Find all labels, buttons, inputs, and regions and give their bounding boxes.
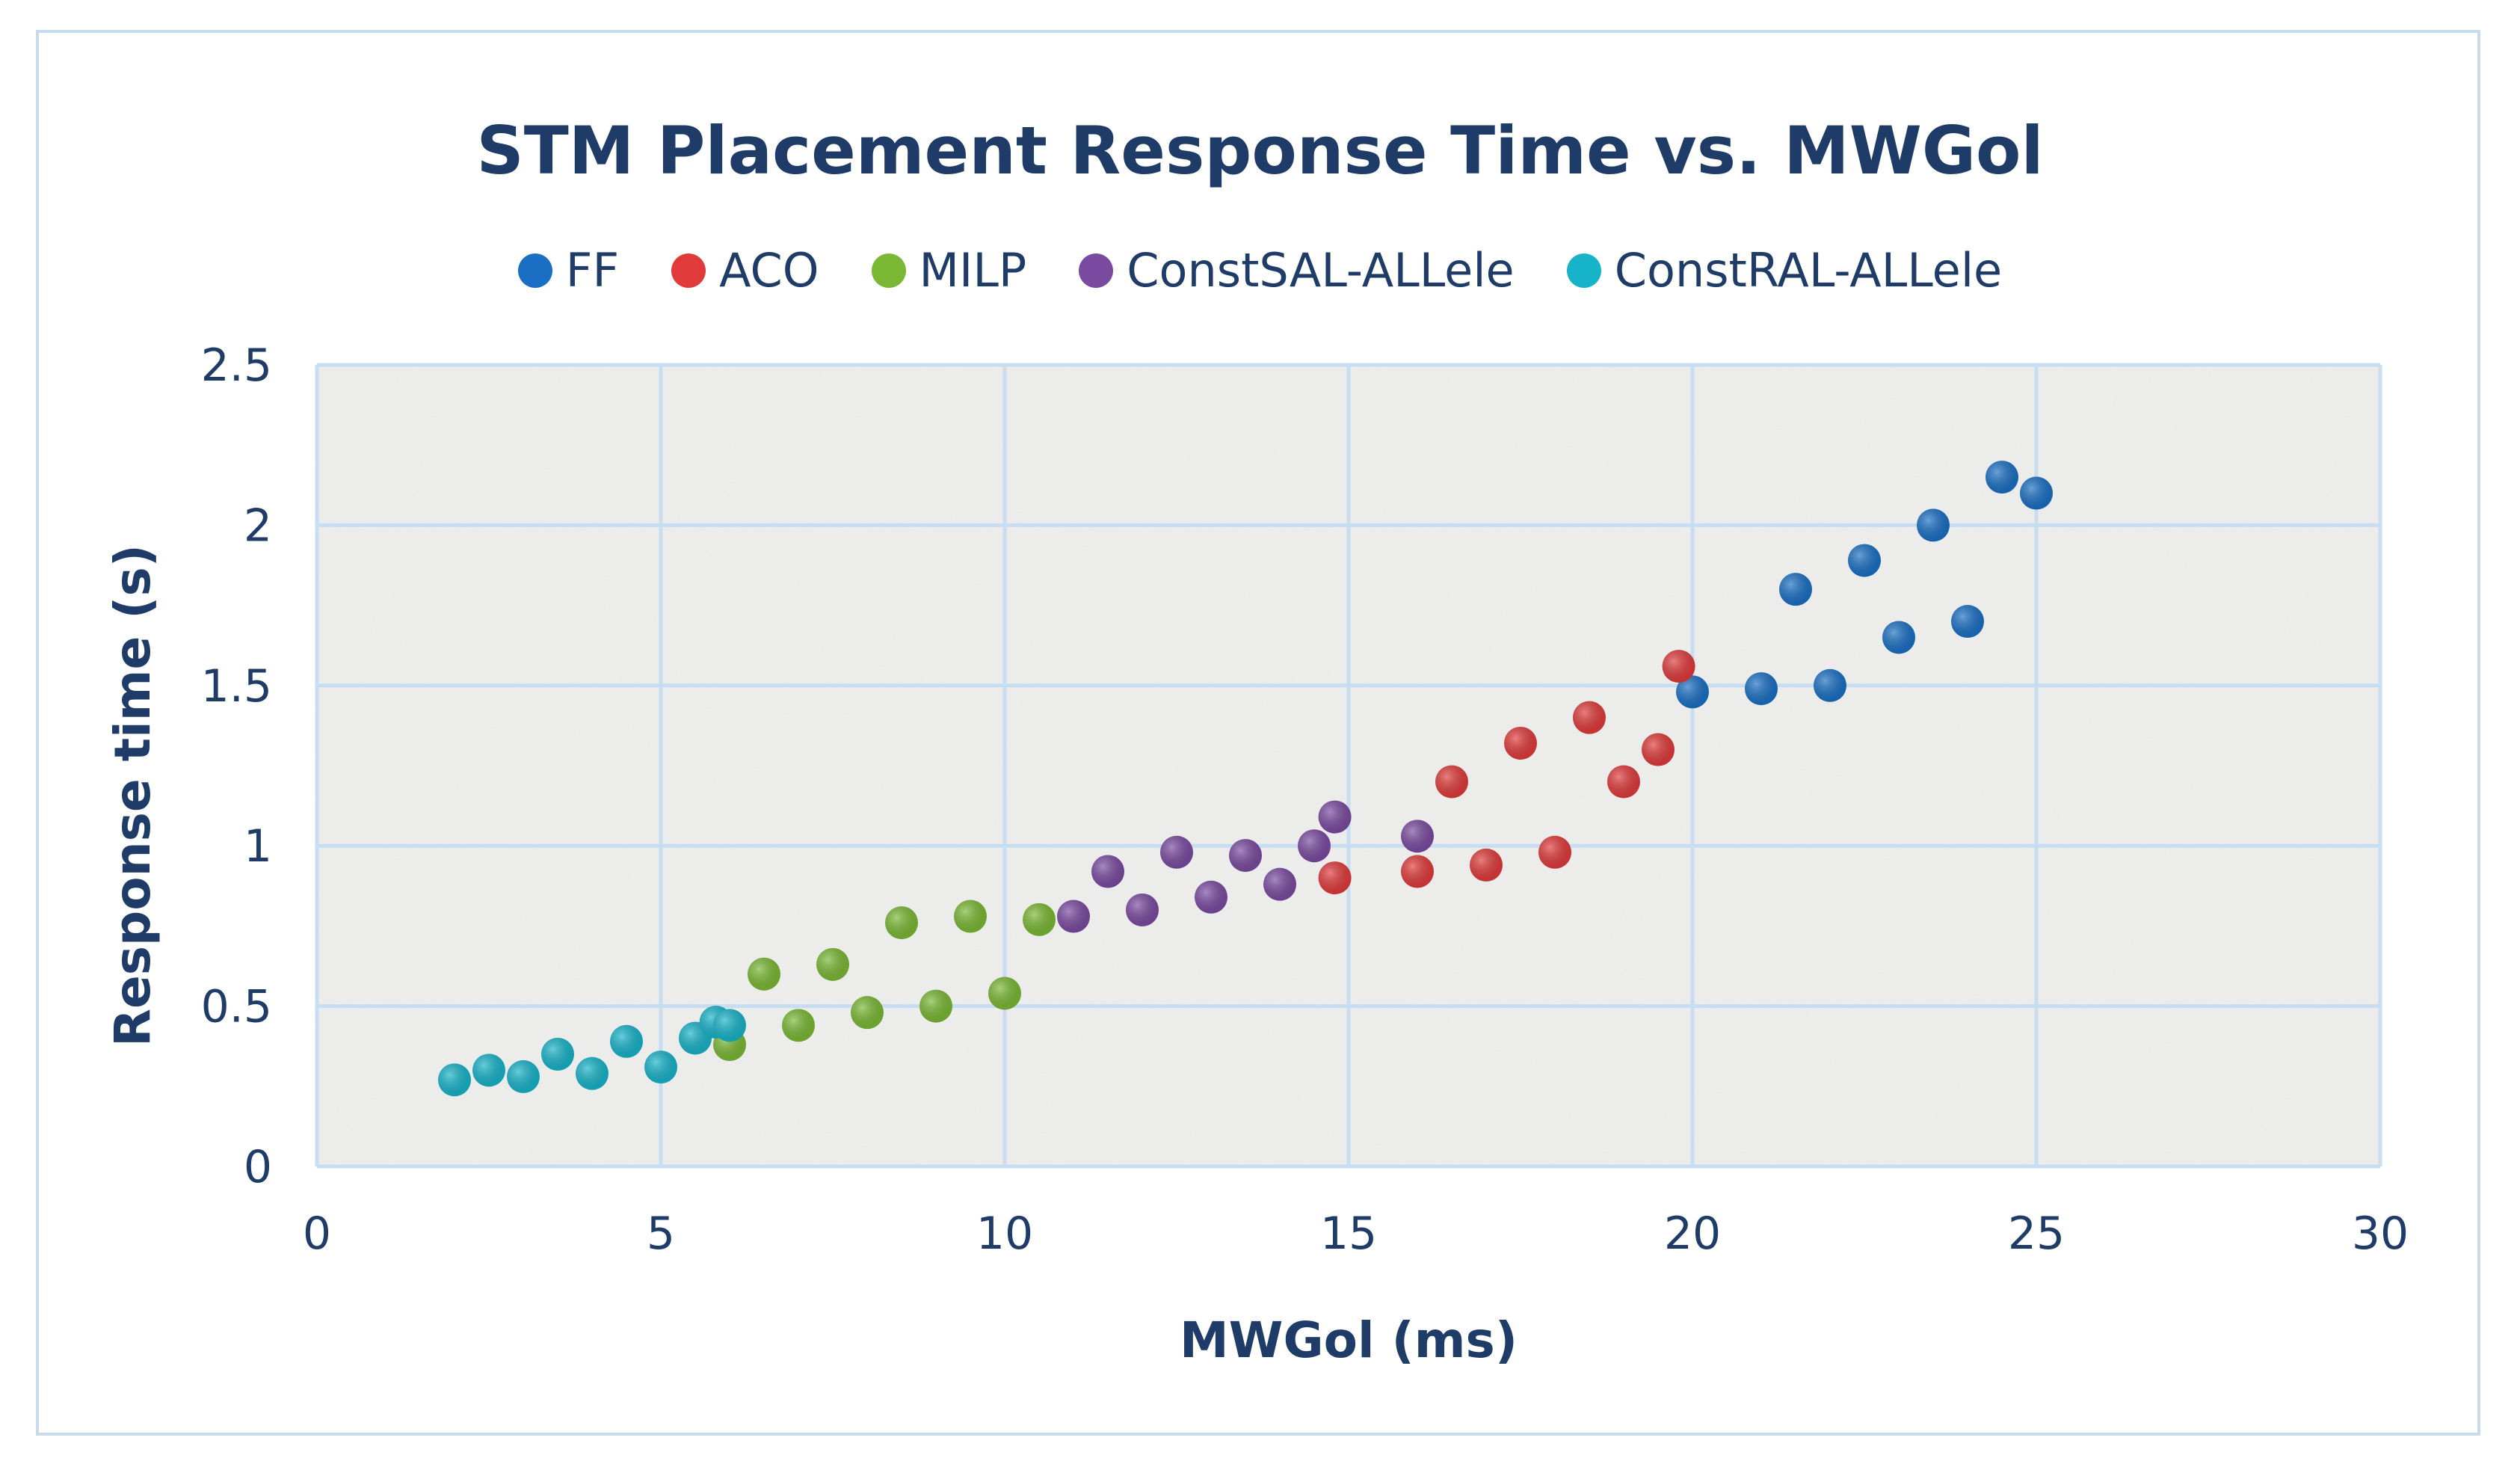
point-shade-constral-allele-2 [507, 1060, 540, 1093]
gridlines [315, 363, 2382, 1169]
point-shade-aco-8 [1642, 733, 1675, 766]
point-shade-ff-6 [1917, 508, 1950, 542]
point-shade-constsal-allele-9 [1401, 819, 1434, 853]
point-shade-milp-7 [954, 900, 987, 933]
legend-marker-constral [1566, 253, 1601, 288]
point-shade-aco-6 [1573, 701, 1606, 734]
series-ff [1676, 461, 2053, 709]
point-shade-milp-6 [919, 989, 952, 1023]
point-shade-aco-0 [1318, 861, 1352, 895]
legend-label-constral: ConstRAL-ALLele [1614, 243, 2003, 298]
point-shade-constsal-allele-4 [1195, 880, 1227, 914]
series-aco [1318, 650, 1695, 895]
y-tick-label-2: 1 [244, 820, 272, 873]
point-shade-milp-2 [782, 1009, 815, 1042]
x-tick-label-4: 20 [1664, 1208, 1721, 1260]
point-shade-ff-0 [1676, 675, 1709, 709]
point-shade-milp-9 [1023, 902, 1056, 936]
point-shade-constral-allele-9 [713, 1009, 746, 1042]
point-shade-constsal-allele-8 [1318, 800, 1352, 834]
point-shade-milp-5 [885, 906, 918, 940]
legend-item-constral: ConstRAL-ALLele [1566, 243, 2003, 298]
y-tick-label-1: 0.5 [201, 981, 272, 1033]
point-shade-ff-1 [1745, 672, 1778, 706]
point-shade-milp-3 [816, 947, 849, 981]
legend-item-aco: ACO [671, 243, 819, 298]
chart-title: STM Placement Response Time vs. MWGol [476, 112, 2044, 189]
point-shade-aco-7 [1607, 765, 1640, 799]
point-shade-constsal-allele-6 [1263, 867, 1296, 901]
point-shade-aco-1 [1401, 855, 1434, 888]
point-shade-constral-allele-3 [541, 1037, 574, 1071]
x-tick-label-1: 5 [647, 1208, 675, 1260]
legend-marker-constsal [1079, 253, 1114, 288]
legend-label-ff: FF [565, 243, 620, 298]
point-shade-ff-8 [1985, 461, 2018, 494]
point-shade-ff-7 [1951, 605, 1984, 639]
point-shade-milp-4 [851, 996, 884, 1030]
series-constsal-allele [1057, 800, 1434, 933]
point-shade-milp-1 [748, 957, 780, 991]
data-points [438, 461, 2053, 1097]
y-tick-label-0: 0 [244, 1141, 272, 1193]
legend-item-milp: MILP [871, 243, 1027, 298]
point-shade-constsal-allele-5 [1229, 839, 1262, 873]
point-shade-ff-3 [1814, 668, 1846, 702]
point-shade-aco-5 [1538, 835, 1571, 869]
point-shade-ff-4 [1848, 544, 1881, 577]
point-shade-constral-allele-1 [472, 1054, 505, 1087]
point-shade-constsal-allele-7 [1298, 829, 1331, 863]
y-tick-label-5: 2.5 [201, 339, 272, 392]
tick-labels: 0 5 10 15 20 25 30 0 0.5 1 1.5 2 2.5 [201, 339, 2409, 1260]
legend-marker-ff [517, 253, 552, 288]
series-milp [713, 900, 1056, 1062]
y-axis-title: Response time (s) [104, 544, 161, 1047]
legend-marker-milp [871, 253, 906, 288]
point-shade-constsal-allele-2 [1126, 893, 1159, 926]
legend-item-ff: FF [517, 243, 620, 298]
series-constral-allele [438, 1006, 746, 1097]
x-tick-label-3: 15 [1320, 1208, 1377, 1260]
point-shade-aco-4 [1504, 726, 1537, 760]
legend: FF ACO MILP ConstSAL-ALLele ConstRAL-ALL… [0, 243, 2520, 298]
point-shade-constral-allele-4 [576, 1057, 609, 1090]
y-tick-label-4: 2 [244, 499, 272, 552]
point-shade-milp-8 [988, 977, 1021, 1010]
axis-titles: MWGol (ms) Response time (s) [104, 544, 1518, 1369]
x-axis-title: MWGol (ms) [1180, 1311, 1518, 1369]
x-tick-label-0: 0 [303, 1208, 331, 1260]
point-shade-aco-9 [1662, 650, 1695, 683]
point-shade-constral-allele-6 [644, 1051, 677, 1084]
point-shade-constral-allele-5 [610, 1024, 643, 1058]
x-tick-label-5: 25 [2008, 1208, 2065, 1260]
point-shade-constsal-allele-0 [1057, 900, 1090, 933]
point-shade-aco-2 [1435, 765, 1468, 799]
point-shade-ff-9 [2020, 476, 2053, 510]
point-shade-constsal-allele-3 [1160, 835, 1193, 869]
y-tick-label-3: 1.5 [201, 660, 272, 713]
x-tick-label-2: 10 [976, 1208, 1033, 1260]
point-shade-ff-2 [1779, 573, 1812, 606]
legend-label-milp: MILP [919, 243, 1027, 298]
legend-label-aco: ACO [719, 243, 819, 298]
point-shade-constral-allele-0 [438, 1063, 471, 1097]
x-tick-label-6: 30 [2352, 1208, 2409, 1260]
point-shade-aco-3 [1470, 848, 1503, 882]
point-shade-constsal-allele-1 [1091, 855, 1124, 888]
legend-item-constsal: ConstSAL-ALLele [1079, 243, 1515, 298]
point-shade-ff-5 [1882, 621, 1915, 654]
legend-marker-aco [671, 253, 706, 288]
legend-label-constsal: ConstSAL-ALLele [1127, 243, 1515, 298]
